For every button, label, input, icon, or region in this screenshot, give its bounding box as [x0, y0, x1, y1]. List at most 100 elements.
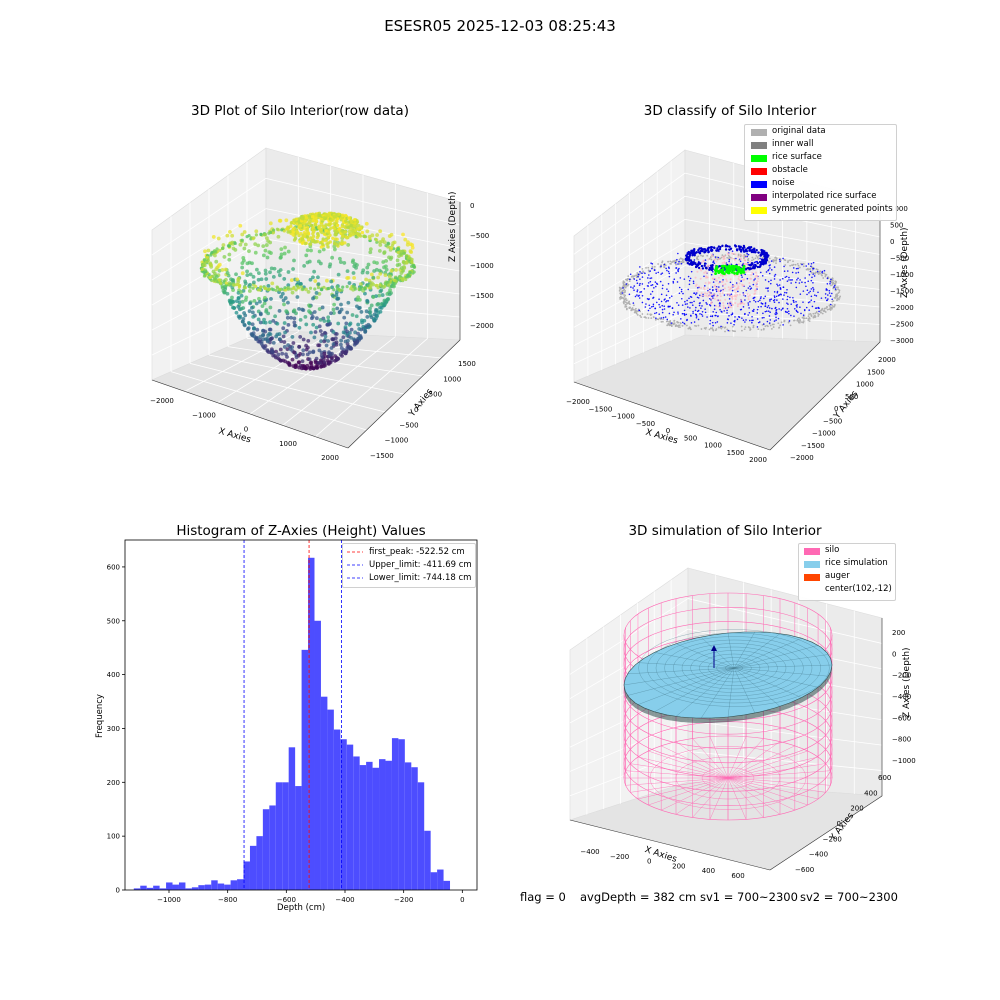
raw-point — [303, 314, 308, 319]
classify-point-wall — [794, 263, 797, 266]
classify-point-interp — [754, 284, 757, 287]
classify-point-noise — [812, 281, 814, 284]
classify-point-interp — [729, 278, 732, 281]
classify-point-interp — [709, 281, 712, 284]
classify-point-ring — [703, 262, 707, 265]
classify-point-noise — [709, 319, 712, 322]
classify-point-noise — [732, 284, 734, 286]
raw-point — [363, 329, 368, 334]
raw-point — [335, 290, 339, 295]
classify-point-wall — [757, 328, 760, 330]
raw-point — [374, 238, 379, 242]
hist-bar — [166, 882, 173, 890]
raw-point — [344, 219, 348, 223]
classify-point-wall — [768, 257, 771, 260]
raw-point — [237, 316, 242, 320]
classify-point-ring — [703, 248, 707, 251]
sim-y-tick: 400 — [864, 789, 877, 797]
raw-point — [331, 330, 336, 334]
classify-point-noise — [641, 301, 644, 304]
raw-scatter-plot: −2000−1000010002000150010005000−500−1000… — [150, 147, 494, 462]
classify-point-noise — [678, 292, 681, 295]
classify-point-noise — [799, 306, 801, 309]
classify-point-noise — [826, 277, 829, 279]
classify-point-wall — [641, 313, 644, 315]
raw-point — [329, 218, 334, 222]
raw-point — [295, 295, 300, 299]
raw-x-tick: 1000 — [279, 440, 297, 448]
classify-point-wall — [833, 305, 836, 308]
raw-point — [237, 285, 241, 289]
raw-point — [308, 277, 313, 282]
classify-point-ring — [760, 261, 764, 264]
classify-point-interp — [733, 285, 736, 288]
raw-point — [242, 311, 247, 315]
raw-point — [321, 247, 326, 252]
classify-point-noise — [719, 302, 722, 305]
classify-point-interp — [702, 259, 705, 262]
classify-point-noise — [672, 280, 675, 283]
raw-point — [271, 319, 276, 323]
classify-point-noise — [658, 298, 660, 300]
raw-point — [256, 243, 261, 248]
raw-point — [334, 219, 338, 223]
classify-point-interp — [702, 294, 705, 297]
classify-point-ring — [717, 245, 721, 248]
raw-point — [349, 232, 353, 236]
raw-point — [267, 250, 272, 255]
classify-point-noise — [829, 280, 832, 283]
raw-point — [247, 249, 251, 254]
classify-point-noise — [692, 312, 694, 314]
raw-point — [303, 219, 307, 224]
classify-point-interp — [723, 306, 726, 309]
raw-y-tick: −1500 — [370, 452, 394, 460]
hist-bar — [243, 861, 250, 890]
raw-point — [368, 247, 373, 252]
raw-point — [282, 229, 286, 233]
raw-point — [268, 270, 272, 275]
raw-point — [311, 322, 316, 327]
classify-point-noise — [786, 298, 789, 301]
classify-point-interp — [742, 293, 745, 296]
classify-point-noise — [695, 316, 698, 319]
classify-point-wall — [741, 329, 743, 332]
classify-point-wall — [632, 304, 635, 307]
classify-point-noise — [740, 280, 742, 282]
classify-point-noise — [773, 299, 776, 301]
rice-surface-mesh — [654, 667, 735, 712]
raw-point — [402, 251, 406, 255]
classify-point-wall — [826, 305, 828, 308]
classify-point-noise — [696, 310, 699, 313]
classify-point-noise — [767, 310, 770, 312]
classify-point-noise — [829, 303, 832, 306]
raw-point — [291, 227, 295, 231]
raw-point — [318, 261, 323, 266]
raw-point — [286, 300, 290, 305]
classify-point-noise — [786, 307, 789, 310]
classify-point-ring — [729, 247, 733, 250]
raw-point — [410, 245, 415, 250]
classify-point-wall — [637, 310, 639, 313]
raw-point — [294, 288, 298, 292]
classify-point-noise — [744, 312, 746, 315]
classify-point-ring — [693, 252, 697, 255]
sim-y-tick: 200 — [850, 805, 863, 813]
raw-point — [248, 282, 252, 287]
classify-point-wall — [669, 324, 672, 326]
classify-point-noise — [679, 277, 682, 279]
hist-bar — [172, 884, 179, 890]
classify-point-noise — [639, 291, 641, 293]
classify-point-interp — [723, 261, 726, 264]
classify-point-wall — [635, 274, 638, 277]
classify-point-wall — [814, 271, 817, 274]
classify-point-noise — [769, 264, 771, 266]
raw-point — [259, 277, 264, 282]
raw-point — [361, 324, 366, 329]
classify-point-noise — [665, 294, 668, 297]
classify-point-wall — [624, 286, 627, 289]
raw-point — [239, 306, 244, 311]
raw-point — [264, 308, 269, 312]
classify-point-noise — [677, 270, 680, 273]
classify-point-noise — [797, 311, 799, 313]
classify-point-noise — [717, 256, 720, 259]
